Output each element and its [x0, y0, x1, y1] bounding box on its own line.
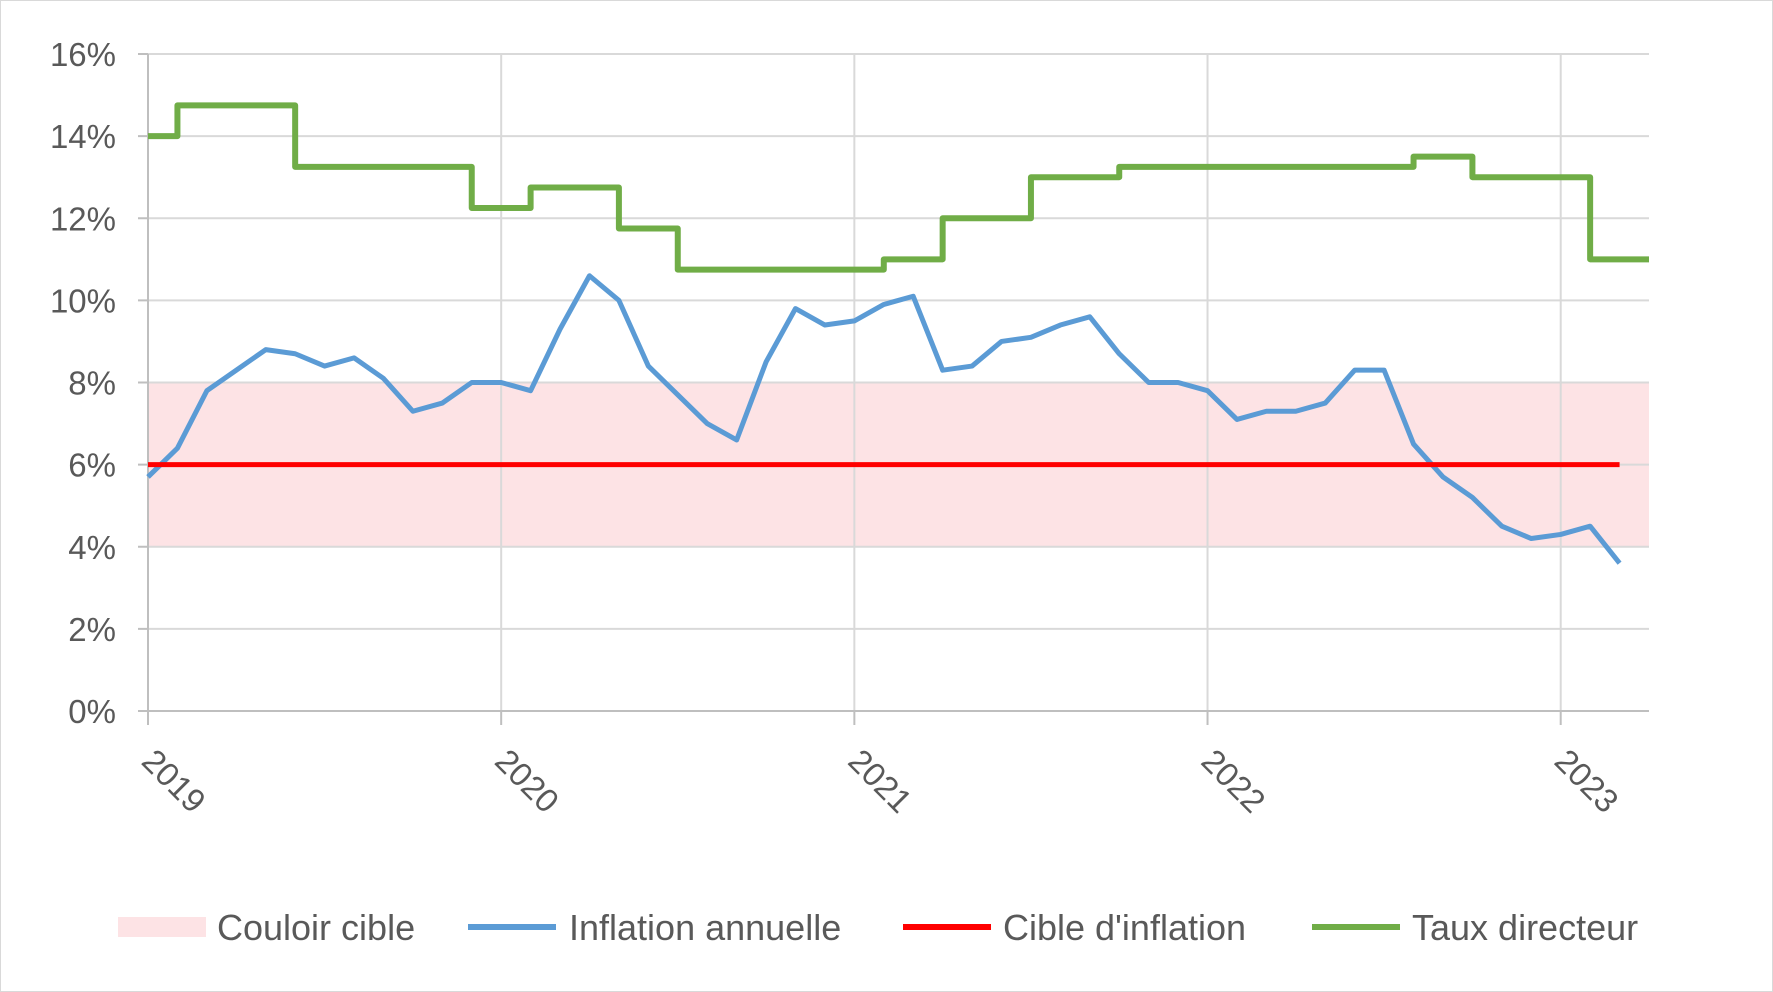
x-tick-label: 2021	[841, 742, 919, 820]
x-tick-label: 2020	[488, 742, 566, 820]
y-tick-label: 4%	[68, 529, 116, 566]
series-inflation-annuelle	[146, 273, 1622, 565]
series-taux-directeur	[148, 102, 1649, 273]
legend-label: Taux directeur	[1412, 907, 1638, 948]
y-tick-labels: 0% 2% 4% 6% 8% 10% 12% 14% 16%	[50, 36, 116, 730]
y-tick-label: 6%	[68, 447, 116, 484]
y-tick-label: 12%	[50, 200, 116, 237]
y-tick-label: 8%	[68, 365, 116, 402]
x-tick-label: 2019	[135, 742, 213, 820]
legend-swatch-band	[118, 917, 206, 937]
y-tick-label: 16%	[50, 36, 116, 73]
y-tick-label: 10%	[50, 282, 116, 319]
y-tick-label: 0%	[68, 693, 116, 730]
legend: Couloir cible Inflation annuelle Cible d'i…	[118, 907, 1638, 948]
legend-label: Inflation annuelle	[569, 907, 841, 948]
y-tick-label: 2%	[68, 611, 116, 648]
x-tick-labels: 2019 2020 2021 2022 2023	[135, 742, 1626, 820]
legend-label: Couloir cible	[217, 907, 415, 948]
x-tick-label: 2022	[1195, 742, 1273, 820]
series-layer	[146, 102, 1649, 565]
x-tick-label: 2023	[1548, 742, 1626, 820]
y-tick-label: 14%	[50, 118, 116, 155]
legend-label: Cible d'inflation	[1003, 907, 1246, 948]
axes	[138, 53, 1649, 725]
gridlines	[148, 53, 1649, 711]
